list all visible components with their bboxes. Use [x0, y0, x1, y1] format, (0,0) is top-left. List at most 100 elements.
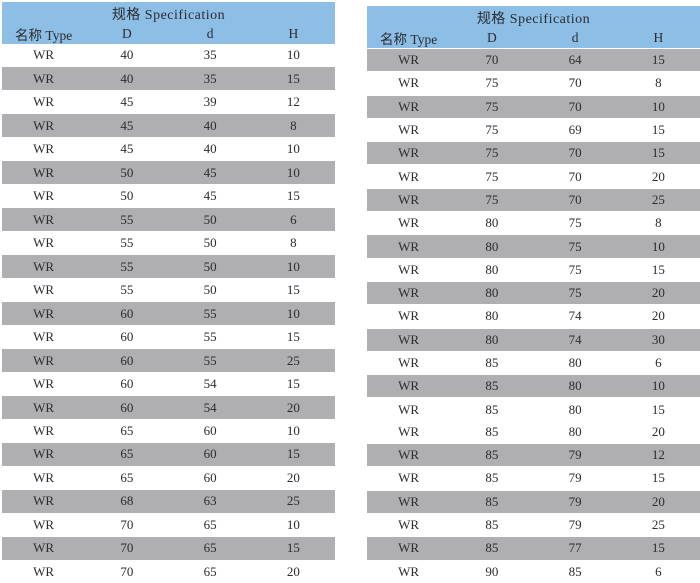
table-row: WR 80 74 20 [367, 305, 700, 327]
table-row: WR 55 50 6 [2, 207, 335, 232]
table-cell: 85 [485, 355, 499, 370]
table-cell: 65 [120, 446, 134, 462]
table-cell: WR [33, 70, 55, 86]
table-cell: 75 [485, 98, 499, 114]
table-cell: 15 [651, 145, 665, 161]
table-cell: 20 [286, 399, 300, 415]
table-cell: 80 [568, 378, 582, 394]
table-cell: WR [398, 540, 420, 556]
table-row: WR 75 70 10 [367, 94, 700, 119]
table-cell: 6 [655, 563, 662, 579]
table-cell: 85 [485, 401, 499, 417]
column-header-type: 名称 Type [380, 32, 438, 47]
spec-table-right: 规格 Specification 名称 Type D d H WR 70 64 15 W… [367, 6, 700, 583]
table-row: WR 40 35 15 [2, 66, 335, 91]
table-cell: 15 [286, 70, 300, 86]
table-row: WR 85 77 15 [367, 536, 700, 561]
table-cell: WR [33, 117, 55, 133]
table-row: WR 70 65 10 [2, 514, 335, 536]
column-header-d: d [571, 30, 579, 45]
table-cell: 75 [485, 191, 499, 207]
table-cell: 15 [651, 470, 665, 486]
table-cell: WR [398, 401, 420, 417]
table-cell: 12 [651, 447, 665, 463]
table-cell: 45 [203, 164, 217, 180]
table-cell: 40 [120, 70, 134, 86]
table-cell: WR [398, 493, 420, 509]
table-cell: 70 [120, 516, 134, 532]
table-cell: 40 [120, 47, 134, 63]
table-cell: 65 [203, 563, 217, 579]
table-cell: 60 [120, 376, 134, 392]
table-cell: WR [33, 352, 55, 368]
table-cell: WR [33, 446, 55, 462]
table-cell: 85 [485, 423, 499, 439]
table-cell: 60 [120, 329, 134, 345]
table-cell: WR [398, 98, 420, 114]
table-cell: WR [398, 261, 420, 277]
table-cell: WR [398, 447, 420, 463]
table-cell: WR [398, 423, 420, 439]
table-cell: 10 [651, 238, 665, 254]
table-row: WR 80 75 15 [367, 259, 700, 281]
table-cell: 60 [203, 446, 217, 462]
table-row: WR 55 50 15 [2, 279, 335, 301]
column-header-row: 名称 Type D d H [367, 28, 700, 48]
table-cell: 55 [120, 258, 134, 274]
table-cell: 70 [568, 168, 582, 184]
table-cell: 45 [120, 117, 134, 133]
table-cell: 75 [485, 75, 499, 91]
table-body: WR 70 64 15 WR 75 70 8 WR 75 70 10 WR 75 69 15 WR 75 70 15 W… [367, 48, 700, 583]
table-cell: 65 [203, 516, 217, 532]
table-cell: 15 [286, 376, 300, 392]
table-cell: 10 [286, 258, 300, 274]
table-cell: 70 [485, 52, 499, 68]
table-row: WR 55 50 8 [2, 232, 335, 254]
table-cell: 10 [286, 164, 300, 180]
table-cell: 20 [651, 308, 665, 324]
table-cell: 70 [568, 145, 582, 161]
table-cell: 85 [485, 447, 499, 463]
table-cell: 80 [568, 355, 582, 370]
column-header-D: D [122, 26, 132, 41]
table-cell: WR [398, 331, 420, 347]
table-cell: 75 [485, 145, 499, 161]
table-row: WR 75 69 15 [367, 119, 700, 141]
table-row: WR 75 70 8 [367, 72, 700, 94]
table-cell: 10 [286, 516, 300, 532]
table-cell: 10 [651, 98, 665, 114]
table-row: WR 70 65 15 [2, 536, 335, 561]
column-header-D: D [487, 30, 497, 45]
table-cell: 50 [120, 164, 134, 180]
table-cell: 69 [568, 122, 582, 138]
table-cell: WR [33, 235, 55, 251]
column-header-type: 名称 Type [15, 28, 73, 43]
table-cell: WR [398, 75, 420, 91]
table-cell: 45 [120, 141, 134, 157]
table-cell: 25 [286, 352, 300, 368]
table-cell: 68 [120, 493, 134, 509]
table-cell: 75 [568, 285, 582, 301]
table-row: WR 65 60 10 [2, 420, 335, 442]
table-cell: WR [398, 378, 420, 394]
table-cell: 20 [651, 423, 665, 439]
table-cell: WR [398, 122, 420, 138]
table-cell: WR [398, 191, 420, 207]
table-body: WR 40 35 10 WR 40 35 15 WR 45 39 12 WR 45 40 8 WR 45 40 10 W… [2, 44, 335, 583]
table-header: 规格 Specification 名称 Type D d H [2, 2, 335, 44]
table-cell: 75 [485, 168, 499, 184]
table-cell: 45 [120, 94, 134, 110]
table-cell: 85 [485, 378, 499, 394]
table-cell: 15 [651, 261, 665, 277]
table-row: WR 45 40 8 [2, 113, 335, 138]
table-row: WR 90 85 6 [367, 561, 700, 583]
table-cell: WR [33, 516, 55, 532]
table-cell: 6 [655, 355, 662, 370]
table-cell: WR [398, 355, 420, 370]
table-cell: 8 [655, 215, 662, 231]
table-cell: 63 [203, 493, 217, 509]
table-cell: 70 [568, 75, 582, 91]
table-cell: 79 [568, 493, 582, 509]
table-cell: 70 [568, 98, 582, 114]
table-cell: WR [33, 563, 55, 579]
